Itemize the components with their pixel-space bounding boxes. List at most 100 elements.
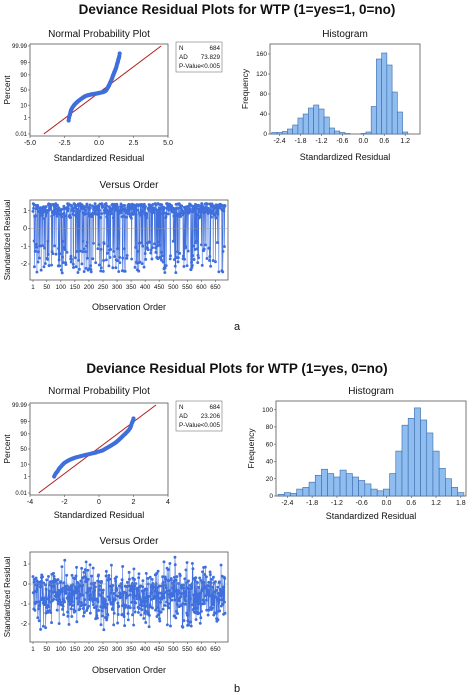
hist-bar bbox=[381, 52, 388, 135]
vo-point bbox=[73, 585, 77, 589]
vo-point bbox=[203, 565, 207, 569]
vo-point bbox=[190, 585, 194, 589]
vo-point bbox=[109, 563, 113, 567]
vo-point bbox=[72, 209, 76, 213]
vo-point bbox=[160, 258, 163, 262]
vo-point bbox=[160, 592, 164, 596]
hist-bar bbox=[391, 91, 398, 135]
vo-point bbox=[217, 600, 221, 604]
vo-point bbox=[168, 562, 172, 565]
normal-probability-plot: Normal Probability Plot 99.99 99 90 50 10 1 0.0… bbox=[2, 29, 223, 163]
vo-point bbox=[220, 592, 224, 596]
vo-point bbox=[77, 258, 80, 262]
np-y-tick-label: 99 bbox=[20, 420, 27, 426]
vo-point bbox=[91, 241, 95, 245]
np-y-tick-label: 90 bbox=[20, 432, 27, 438]
vo-point bbox=[163, 271, 167, 274]
vo-point bbox=[97, 263, 101, 267]
vo-point bbox=[176, 256, 180, 260]
vo-point bbox=[154, 596, 158, 600]
hist-bar bbox=[420, 419, 428, 497]
vo-point bbox=[208, 573, 212, 577]
vo-point bbox=[141, 600, 145, 604]
vo-point bbox=[112, 623, 116, 627]
vo-point bbox=[32, 265, 36, 269]
vo-point bbox=[67, 622, 71, 626]
hist-bar bbox=[395, 450, 403, 497]
hist-x-tick-label: 1.2 bbox=[400, 138, 410, 145]
vo-point bbox=[78, 209, 82, 213]
vo-point bbox=[82, 570, 86, 574]
np-y-tick-label: 99.99 bbox=[12, 44, 28, 50]
vo-point bbox=[139, 613, 143, 617]
vo-point bbox=[198, 576, 202, 580]
vo-point bbox=[54, 252, 58, 256]
vo-point bbox=[156, 613, 160, 617]
vo-point bbox=[82, 247, 86, 251]
vo-point bbox=[100, 580, 104, 583]
vo-point bbox=[77, 213, 81, 217]
vo-point bbox=[84, 250, 88, 254]
vo-x-tick-label: 400 bbox=[140, 284, 151, 291]
np-stat-value: <0.005 bbox=[201, 422, 221, 429]
vo-point bbox=[99, 216, 102, 220]
hist-bar bbox=[345, 473, 353, 497]
vo-point bbox=[165, 589, 169, 593]
vo-point bbox=[213, 580, 217, 584]
vo-point bbox=[183, 211, 187, 215]
vo-point bbox=[178, 574, 182, 578]
vo-point bbox=[143, 252, 147, 255]
vo-point bbox=[91, 600, 95, 603]
vo-point bbox=[151, 202, 155, 206]
hist-bar bbox=[426, 432, 434, 497]
vo-point bbox=[181, 583, 185, 587]
vo-point bbox=[101, 591, 105, 595]
vo-point bbox=[130, 587, 134, 591]
np-x-tick-label: -5.0 bbox=[24, 140, 36, 147]
hist-x-tick-label: 0.6 bbox=[406, 500, 416, 507]
vo-point bbox=[69, 260, 73, 264]
vo-point bbox=[57, 247, 61, 250]
vo-point bbox=[47, 589, 51, 593]
vo-point bbox=[134, 245, 138, 249]
vo-point bbox=[55, 214, 59, 218]
np-point bbox=[131, 416, 136, 421]
vo-point bbox=[179, 595, 183, 599]
np-x-tick-label: -2 bbox=[61, 499, 67, 506]
vo-point bbox=[172, 239, 176, 243]
vo-point bbox=[85, 202, 89, 206]
vo-point bbox=[188, 207, 192, 211]
vo-point bbox=[190, 204, 194, 208]
vo-point bbox=[136, 249, 140, 253]
hist-x-tick-label: -1.8 bbox=[306, 500, 318, 507]
vo-point bbox=[161, 575, 165, 579]
vo-point bbox=[218, 609, 222, 613]
vo-point bbox=[197, 602, 201, 606]
vo-point bbox=[176, 612, 179, 615]
vo-point bbox=[99, 593, 102, 597]
vo-point bbox=[112, 249, 116, 253]
vo-point bbox=[211, 585, 215, 589]
vo-point bbox=[207, 580, 211, 584]
vo-point bbox=[123, 624, 127, 628]
vo-point bbox=[104, 258, 108, 262]
vo-point bbox=[189, 624, 193, 628]
vo-point bbox=[39, 627, 43, 631]
vo-point bbox=[173, 563, 177, 567]
vo-point bbox=[81, 607, 85, 610]
vo-point bbox=[111, 266, 115, 270]
vo-point bbox=[107, 264, 111, 268]
hist-y-tick-label: 100 bbox=[262, 407, 273, 414]
vo-x-tick-label: 500 bbox=[168, 646, 179, 653]
np-x-tick-label: 0 bbox=[97, 499, 101, 506]
vo-point bbox=[58, 252, 62, 256]
vo-point bbox=[186, 249, 190, 253]
vo-point bbox=[41, 624, 45, 628]
vo-point bbox=[34, 242, 38, 246]
vo-x-tick-label: 50 bbox=[43, 646, 50, 653]
vo-point bbox=[80, 593, 84, 597]
vo-point bbox=[43, 600, 47, 604]
vo-y-tick-label: -2 bbox=[21, 621, 27, 628]
vo-point bbox=[89, 268, 93, 271]
